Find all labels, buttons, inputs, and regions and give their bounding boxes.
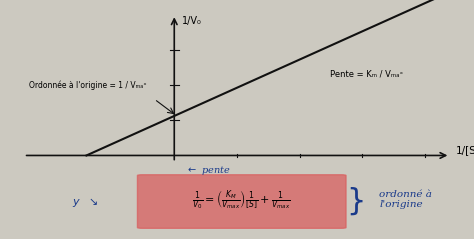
Text: $\frac{1}{V_0} = \left(\frac{K_M}{V_{max}}\right)\frac{1}{[S]} + \frac{1}{V_{max: $\frac{1}{V_0} = \left(\frac{K_M}{V_{max… bbox=[192, 189, 291, 212]
FancyBboxPatch shape bbox=[137, 175, 346, 228]
Text: ordonné à
l'origine: ordonné à l'origine bbox=[379, 190, 432, 209]
Text: 0: 0 bbox=[182, 167, 188, 176]
Text: 1/[S]: 1/[S] bbox=[456, 145, 474, 155]
Text: }: } bbox=[346, 186, 365, 215]
Text: Ordonnée à l'origine = 1 / Vₘₐˣ: Ordonnée à l'origine = 1 / Vₘₐˣ bbox=[29, 80, 146, 90]
Text: 1/V₀: 1/V₀ bbox=[182, 16, 201, 26]
Text: $y$  $\searrow$: $y$ $\searrow$ bbox=[73, 196, 98, 209]
Text: - 1 / Kₘ: - 1 / Kₘ bbox=[72, 167, 101, 176]
Text: $\leftarrow$ pente: $\leftarrow$ pente bbox=[186, 164, 231, 177]
Text: Pente = Kₘ / Vₘₐˣ: Pente = Kₘ / Vₘₐˣ bbox=[330, 69, 403, 78]
